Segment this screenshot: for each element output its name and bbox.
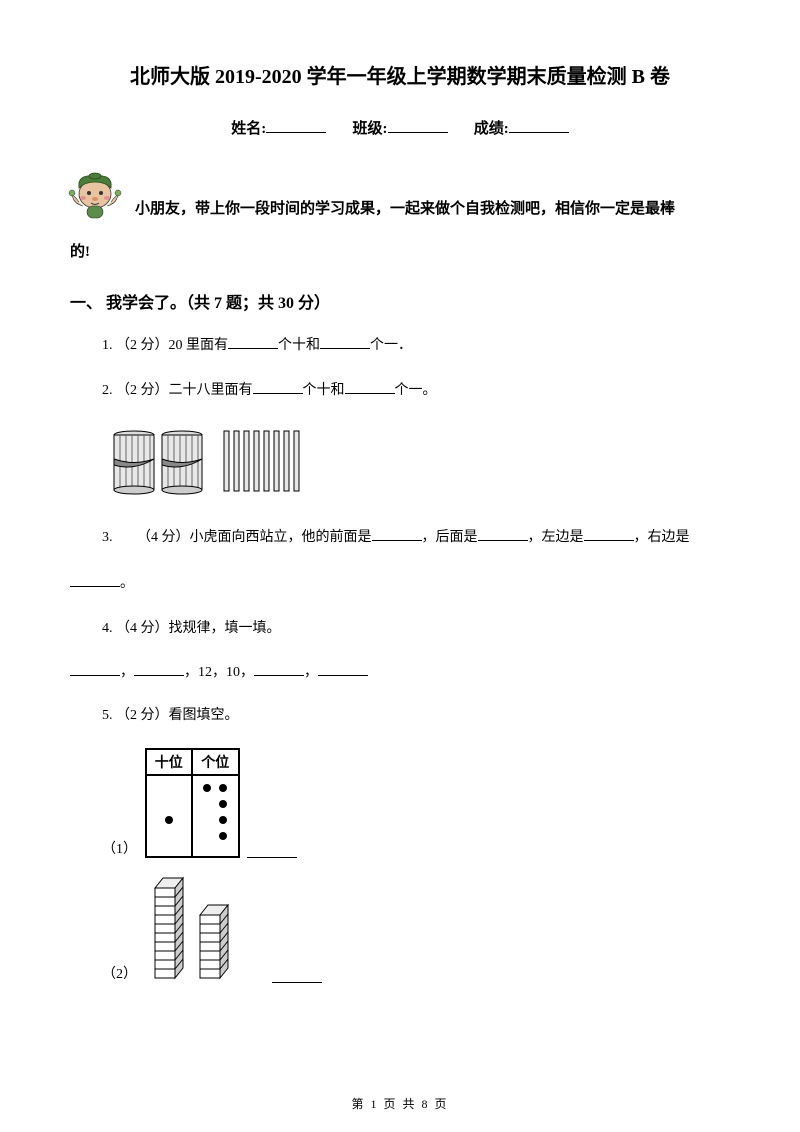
q3-text-a: 3. （4 分）小虎面向西站立，他的前面是 — [102, 530, 372, 545]
q4-sep-2: ， — [304, 665, 318, 680]
question-2: 2. （2 分）二十八里面有 个十和 个一。 — [102, 378, 730, 403]
q4-blank-3 — [254, 662, 304, 676]
q2-image — [102, 423, 730, 503]
tens-cell — [147, 776, 193, 856]
dot-icon — [219, 784, 227, 792]
question-3: 3. （4 分）小虎面向西站立，他的前面是 ，后面是 ，左边是 ，右边是 — [102, 525, 730, 550]
question-3-cont: 。 — [70, 571, 730, 596]
q4-blank-1 — [70, 662, 120, 676]
question-5-sub1: （1） 十位 个位 — [102, 748, 730, 858]
q5-sub2-label: （2） — [102, 963, 137, 983]
q2-text-c: 个一。 — [395, 383, 437, 398]
page-title: 北师大版 2019-2020 学年一年级上学期数学期末质量检测 B 卷 — [70, 60, 730, 89]
q3-text-b: ，后面是 — [422, 530, 478, 545]
q4-blank-4 — [318, 662, 368, 676]
dot-icon — [165, 816, 173, 824]
q3-text-e: 。 — [120, 576, 134, 591]
section-1-header: 一、 我学会了。（共 7 题；共 30 分） — [70, 289, 730, 313]
q4-blank-2 — [134, 662, 184, 676]
place-value-box: 十位 个位 — [145, 748, 240, 858]
ones-cell — [193, 776, 239, 856]
q5-sub1-label: （1） — [102, 838, 137, 858]
score-blank — [509, 119, 569, 133]
q3-blank-2 — [478, 527, 528, 541]
class-blank — [388, 119, 448, 133]
q2-text-a: 2. （2 分）二十八里面有 — [102, 383, 253, 398]
name-blank — [266, 119, 326, 133]
dot-icon — [219, 800, 227, 808]
q5-sub2-blank — [272, 969, 322, 983]
q3-blank-3 — [584, 527, 634, 541]
dot-icon — [203, 784, 211, 792]
q2-text-b: 个十和 — [303, 383, 345, 398]
score-label: 成绩: — [474, 121, 509, 137]
q3-blank-4 — [70, 573, 120, 587]
student-info-row: 姓名: 班级: 成绩: — [70, 117, 730, 138]
question-4: 4. （4 分）找规律，填一填。 — [102, 616, 730, 641]
q2-blank-2 — [345, 380, 395, 394]
question-1: 1. （2 分）20 里面有 个十和 个一． — [102, 333, 730, 358]
intro-text-2: 的! — [70, 236, 730, 269]
q4-sep-1: ， — [120, 665, 134, 680]
q5-sub1-blank — [247, 844, 297, 858]
q1-blank-2 — [320, 335, 370, 349]
q1-blank-1 — [228, 335, 278, 349]
name-label: 姓名: — [231, 121, 266, 137]
class-label: 班级: — [353, 121, 388, 137]
q3-blank-1 — [372, 527, 422, 541]
intro-text-1: 小朋友，带上你一段时间的学习成果，一起来做个自我检测吧，相信你一定是最棒 — [135, 163, 730, 226]
q1-text-b: 个十和 — [278, 338, 320, 353]
q3-text-d: ，右边是 — [634, 530, 690, 545]
question-5-sub2: （2） — [102, 873, 730, 983]
dot-icon — [219, 832, 227, 840]
q3-text-c: ，左边是 — [528, 530, 584, 545]
q1-text-c: 个一． — [370, 338, 412, 353]
block-stacks-icon — [145, 873, 265, 983]
tens-header: 十位 — [147, 750, 193, 774]
sticks-bundles-icon — [102, 423, 332, 498]
question-5: 5. （2 分）看图填空。 — [102, 703, 730, 728]
q2-blank-1 — [253, 380, 303, 394]
mascot-icon — [65, 166, 125, 226]
q1-text-a: 1. （2 分）20 里面有 — [102, 338, 228, 353]
dot-icon — [219, 816, 227, 824]
page-footer: 第 1 页 共 8 页 — [0, 1095, 800, 1112]
q4-mid: ，12，10， — [184, 665, 254, 680]
intro-row: 小朋友，带上你一段时间的学习成果，一起来做个自我检测吧，相信你一定是最棒 — [70, 163, 730, 226]
question-4-seq: ， ，12，10， ， — [70, 661, 730, 681]
ones-header: 个位 — [193, 750, 239, 774]
